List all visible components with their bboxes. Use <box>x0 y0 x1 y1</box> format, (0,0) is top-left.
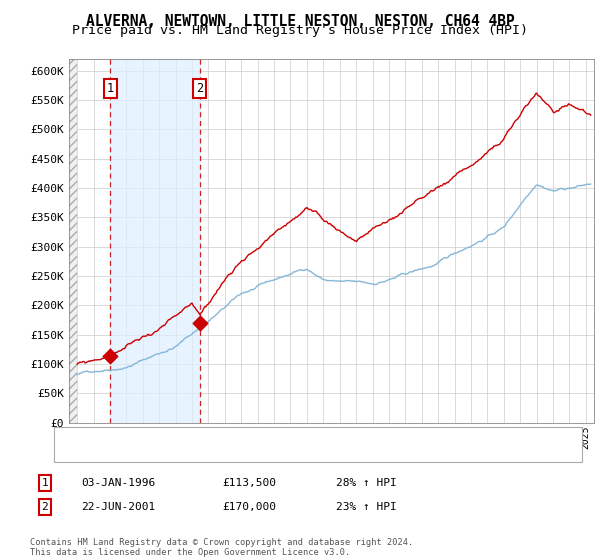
Text: 28% ↑ HPI: 28% ↑ HPI <box>336 478 397 488</box>
Text: 2: 2 <box>41 502 49 512</box>
Text: 1: 1 <box>107 82 114 95</box>
Text: 1: 1 <box>41 478 49 488</box>
Text: ALVERNA, NEWTOWN, LITTLE NESTON, NESTON, CH64 4BP: ALVERNA, NEWTOWN, LITTLE NESTON, NESTON,… <box>86 14 514 29</box>
Text: Price paid vs. HM Land Registry's House Price Index (HPI): Price paid vs. HM Land Registry's House … <box>72 24 528 37</box>
Point <box>195 319 205 328</box>
Text: ALVERNA, NEWTOWN, LITTLE NESTON, NESTON, CH64 4BP (detached house): ALVERNA, NEWTOWN, LITTLE NESTON, NESTON,… <box>105 432 501 442</box>
Text: £113,500: £113,500 <box>222 478 276 488</box>
Text: £170,000: £170,000 <box>222 502 276 512</box>
Bar <box>110 59 200 423</box>
Text: HPI: Average price, detached house, Cheshire West and Chester: HPI: Average price, detached house, Ches… <box>105 447 471 458</box>
Text: 2: 2 <box>196 82 203 95</box>
Text: Contains HM Land Registry data © Crown copyright and database right 2024.
This d: Contains HM Land Registry data © Crown c… <box>30 538 413 557</box>
Point <box>106 352 115 361</box>
Text: 22-JUN-2001: 22-JUN-2001 <box>81 502 155 512</box>
Text: 23% ↑ HPI: 23% ↑ HPI <box>336 502 397 512</box>
Text: 03-JAN-1996: 03-JAN-1996 <box>81 478 155 488</box>
Bar <box>69 59 77 423</box>
